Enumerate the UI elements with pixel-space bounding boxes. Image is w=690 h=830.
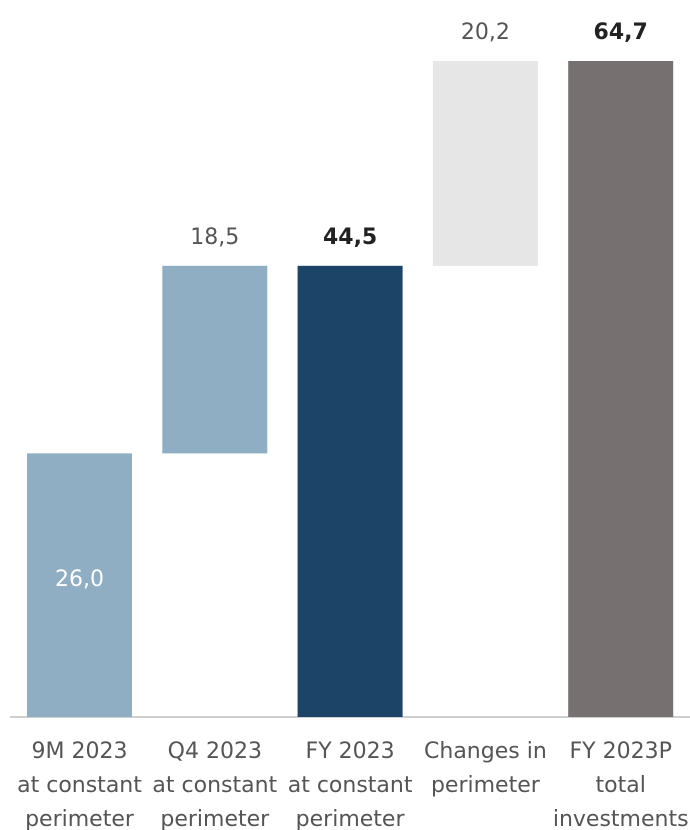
- x-tick-label: FY 2023: [306, 739, 395, 764]
- x-tick-label: perimeter: [431, 773, 541, 798]
- x-tick-label: perimeter: [25, 807, 135, 830]
- x-tick-label: perimeter: [160, 807, 270, 830]
- value-label: 64,7: [594, 20, 648, 45]
- x-tick-label: Q4 2023: [168, 739, 262, 764]
- x-tick-label: at constant: [17, 773, 142, 798]
- x-tick-label: Changes in: [424, 739, 547, 764]
- bar: [432, 61, 538, 266]
- bar: [568, 61, 674, 717]
- value-label: 26,0: [55, 567, 104, 592]
- x-tick-label: at constant: [288, 773, 413, 798]
- bar: [297, 265, 403, 717]
- x-tick-label: FY 2023P: [570, 739, 672, 764]
- value-label: 20,2: [461, 20, 510, 45]
- value-label: 44,5: [323, 225, 377, 250]
- x-tick-label: investments: [553, 807, 689, 830]
- bar: [162, 265, 268, 454]
- x-tick-label: 9M 2023: [32, 739, 128, 764]
- bar: [27, 453, 132, 717]
- x-tick-label: total: [596, 773, 646, 798]
- value-label: 18,5: [190, 225, 239, 250]
- x-tick-label: perimeter: [296, 807, 406, 830]
- x-tick-label: at constant: [152, 773, 277, 798]
